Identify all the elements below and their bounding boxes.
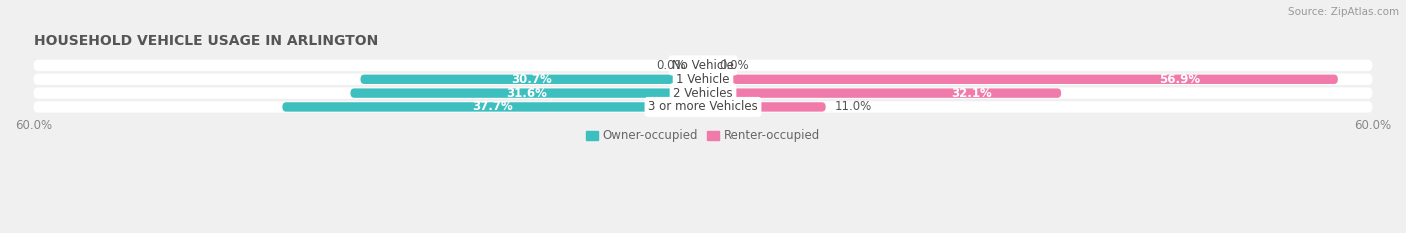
Text: 37.7%: 37.7% (472, 100, 513, 113)
FancyBboxPatch shape (703, 88, 1062, 98)
FancyBboxPatch shape (34, 87, 1372, 99)
FancyBboxPatch shape (350, 88, 703, 98)
FancyBboxPatch shape (34, 101, 1372, 113)
FancyBboxPatch shape (34, 60, 1372, 71)
FancyBboxPatch shape (34, 74, 1372, 85)
FancyBboxPatch shape (703, 102, 825, 112)
Text: 1 Vehicle: 1 Vehicle (676, 73, 730, 86)
Text: 11.0%: 11.0% (835, 100, 872, 113)
Text: 56.9%: 56.9% (1159, 73, 1199, 86)
Text: 3 or more Vehicles: 3 or more Vehicles (648, 100, 758, 113)
FancyBboxPatch shape (703, 75, 1339, 84)
FancyBboxPatch shape (360, 75, 703, 84)
Text: 30.7%: 30.7% (512, 73, 553, 86)
FancyBboxPatch shape (283, 102, 703, 112)
Text: 0.0%: 0.0% (657, 59, 686, 72)
Text: Source: ZipAtlas.com: Source: ZipAtlas.com (1288, 7, 1399, 17)
Text: 31.6%: 31.6% (506, 87, 547, 100)
Text: HOUSEHOLD VEHICLE USAGE IN ARLINGTON: HOUSEHOLD VEHICLE USAGE IN ARLINGTON (34, 34, 378, 48)
Text: 0.0%: 0.0% (720, 59, 749, 72)
Text: 2 Vehicles: 2 Vehicles (673, 87, 733, 100)
Text: No Vehicle: No Vehicle (672, 59, 734, 72)
Legend: Owner-occupied, Renter-occupied: Owner-occupied, Renter-occupied (586, 129, 820, 142)
Text: 32.1%: 32.1% (952, 87, 993, 100)
